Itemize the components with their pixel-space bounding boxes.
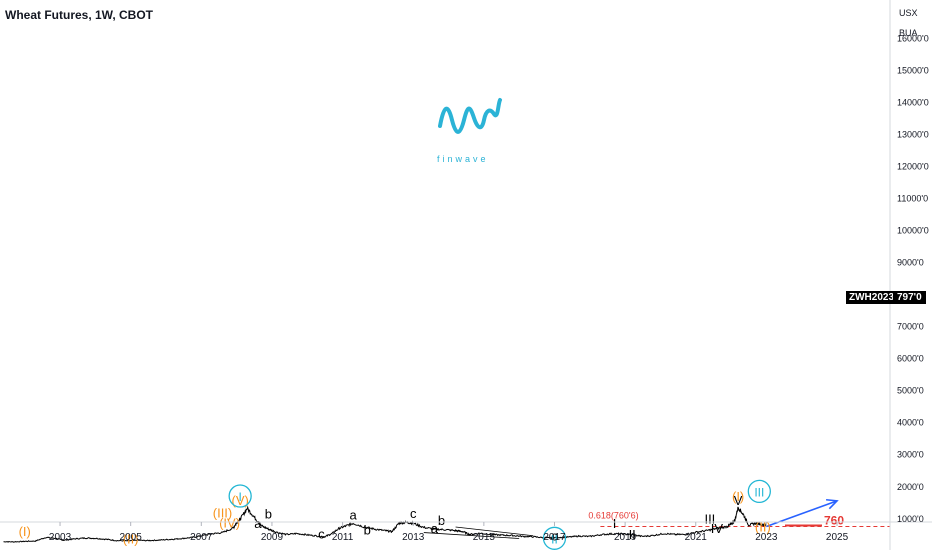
x-tick-label: 2023 — [755, 532, 778, 543]
wave-label: II — [551, 532, 558, 546]
wave-label: b — [364, 523, 371, 538]
x-tick-label: 2013 — [402, 532, 425, 543]
wedge-trendline — [455, 526, 534, 537]
x-axis: 2003 2005 2007 2009 2011 2013 2015 2017 2019 2021… — [0, 521, 932, 543]
fib-label: 0.618(760'6) — [588, 510, 638, 520]
wave-circle — [542, 526, 567, 550]
ticker-tag: ZWH2023 — [846, 291, 898, 304]
x-tick-label: 2019 — [614, 532, 637, 543]
wave-label: c — [410, 506, 417, 521]
y-tick-label: 3000'0 — [897, 450, 924, 460]
arrow-head-icon — [825, 498, 839, 510]
wave-label: V — [734, 493, 743, 508]
logo-text: finwave — [437, 154, 489, 164]
wave-label: b — [438, 513, 445, 528]
y-tick-label: 10000'0 — [897, 226, 929, 236]
wave-label: III — [704, 511, 715, 526]
wave-label: II — [629, 527, 636, 542]
wave-circle — [747, 479, 771, 504]
finwave-logo-icon — [438, 98, 502, 134]
unit-label-bottom: BUA — [899, 28, 918, 38]
x-tick-label: 2015 — [473, 532, 496, 543]
y-tick-label: 6000'0 — [897, 354, 924, 364]
wave-label: III — [754, 485, 764, 499]
wave-label: a — [254, 516, 262, 531]
x-tick-label: 2011 — [332, 532, 354, 543]
x-tick-label: 2025 — [826, 532, 849, 543]
wave-label: (V) — [231, 493, 248, 508]
wave-label: I — [613, 516, 617, 531]
y-tick-label: 9000'0 — [897, 258, 924, 268]
x-tick-label: 2017 — [543, 532, 566, 543]
wave-label: (IV) — [219, 516, 240, 531]
wave-label: (I) — [732, 489, 744, 504]
y-tick-label: 11000'0 — [897, 194, 928, 204]
level-label: 760 — [824, 513, 844, 527]
wave-label: a — [350, 507, 358, 522]
wave-circle — [228, 484, 252, 508]
y-tick-label: 2000'0 — [897, 482, 924, 492]
wave-label: IV — [711, 521, 724, 536]
wedge-trendline — [423, 532, 520, 539]
chart-title: Wheat Futures, 1W, CBOT — [5, 8, 154, 22]
wave-label: c — [318, 527, 325, 542]
x-tick-label: 2007 — [190, 532, 213, 543]
y-tick-label: 7000'0 — [897, 322, 924, 332]
x-tick-label: 2009 — [261, 532, 284, 543]
wave-label: (III) — [213, 505, 233, 520]
wave-label: (II) — [123, 532, 139, 547]
y-tick-label: 13000'0 — [897, 130, 929, 140]
wave-label: (I) — [19, 524, 31, 539]
trendlines — [423, 526, 534, 539]
x-tick-label: 2005 — [120, 532, 143, 543]
fib-level: 0.618(760'6) 760 — [588, 510, 890, 527]
y-tick-label: 16000'0 — [897, 33, 929, 43]
y-tick-label: 5000'0 — [897, 386, 924, 396]
y-tick-label: 14000'0 — [897, 97, 929, 107]
wave-label: a — [431, 521, 439, 536]
y-tick-label: 4000'0 — [897, 418, 924, 428]
y-tick-label: 15000'0 — [897, 65, 929, 75]
last-price-tag: 797'0 — [893, 291, 926, 304]
unit-label-top: USX — [899, 8, 918, 18]
x-tick-label: 2003 — [49, 532, 72, 543]
y-axis: USX BUA 1000'0 2000'0 3000'0 4000'0 5000'0 6000… — [889, 0, 929, 550]
y-tick-label: 1000'0 — [897, 514, 924, 524]
wave-label: c — [551, 528, 558, 543]
y-tick-label: 12000'0 — [897, 162, 929, 172]
x-tick-label: 2021 — [685, 532, 708, 543]
wave-label: I — [238, 490, 241, 504]
price-series-line — [3, 505, 767, 543]
wave-label: b — [265, 507, 272, 522]
